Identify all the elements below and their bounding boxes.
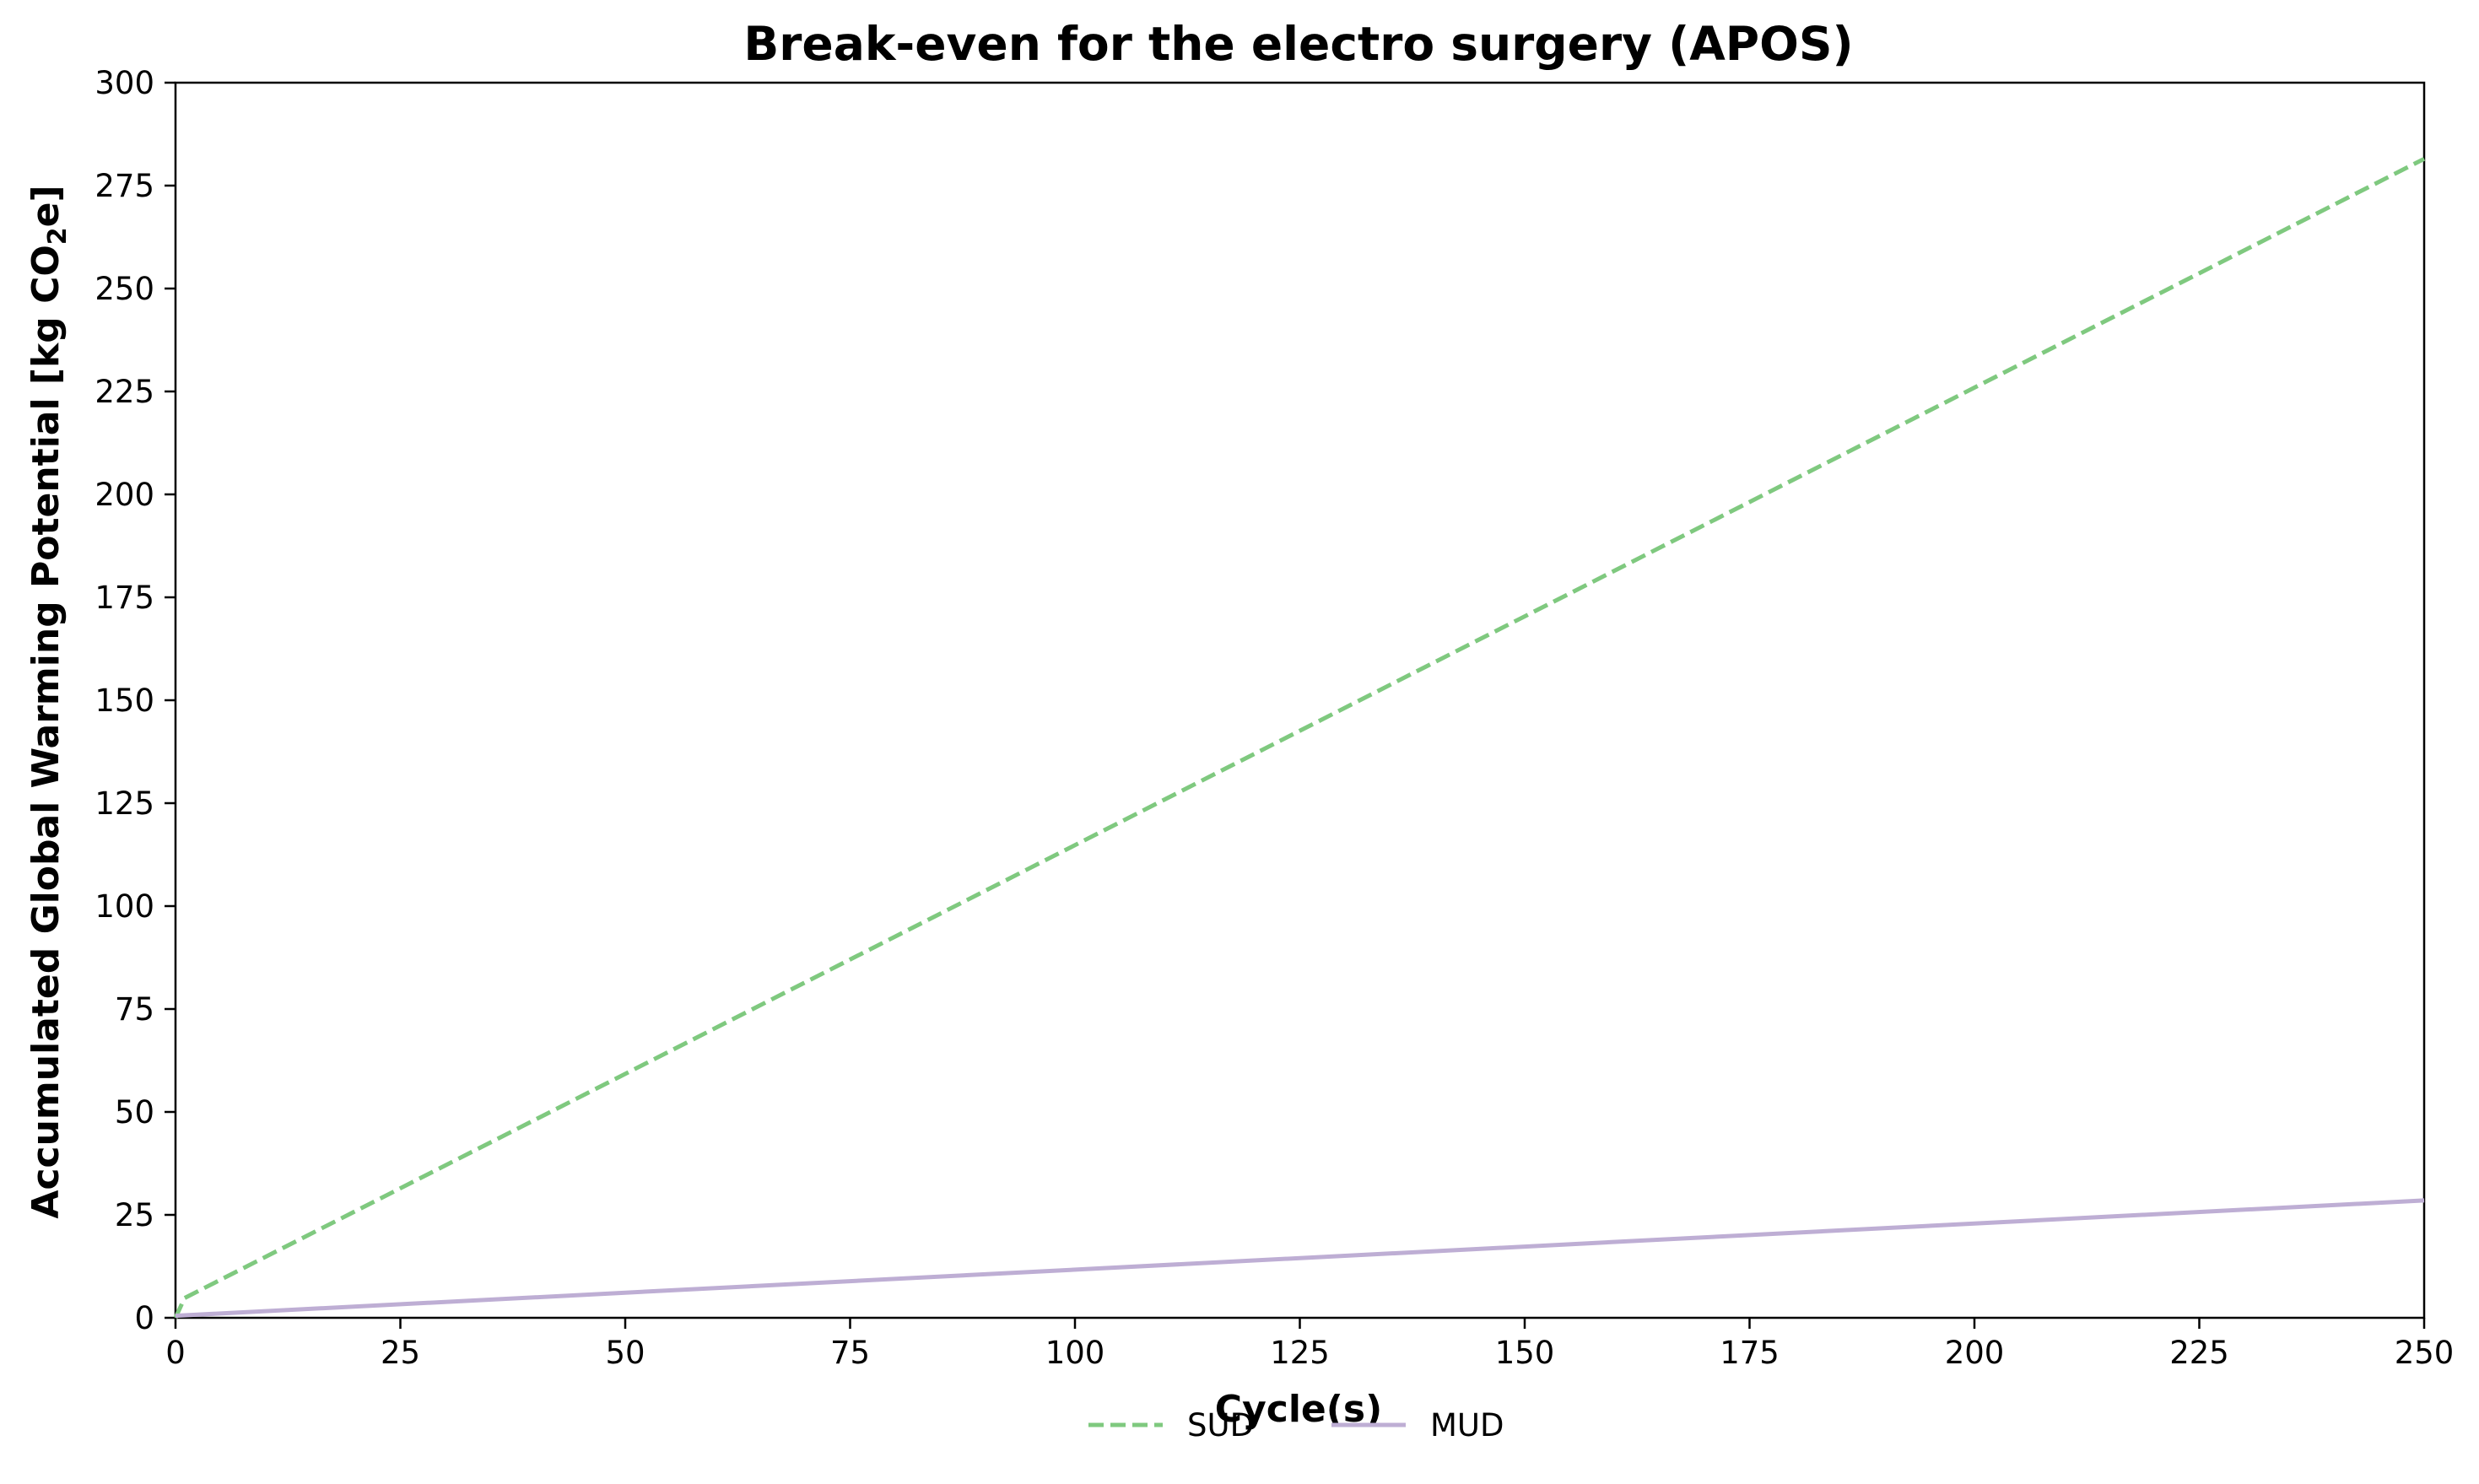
x-tick-label: 25 [381, 1335, 420, 1371]
x-tick-label: 225 [2169, 1335, 2229, 1371]
y-tick-label: 150 [95, 683, 154, 719]
x-axis-ticks: 0 25 50 75 100 125 150 175 200 225 250 [165, 1318, 2454, 1371]
y-tick-label: 225 [95, 374, 154, 410]
y-tick-label: 200 [95, 477, 154, 513]
series-line-sud [173, 157, 2426, 1319]
series-layer [173, 157, 2426, 1319]
y-tick-label: 75 [115, 991, 154, 1028]
x-tick-label: 50 [605, 1335, 645, 1371]
y-tick-label: 100 [95, 888, 154, 925]
legend-label-sud: SUD [1187, 1407, 1254, 1444]
series-line-mud [175, 1198, 2425, 1319]
y-axis-title-main: Accumulated Global Warming Potential [kg… [24, 245, 68, 1218]
y-axis-title-subscript: 2 [43, 227, 73, 245]
x-tick-label: 200 [1945, 1335, 2005, 1371]
y-tick-label: 25 [115, 1197, 154, 1233]
plot-frame [174, 81, 2426, 1319]
legend-label-mud: MUD [1430, 1407, 1504, 1444]
x-tick-label: 75 [830, 1335, 870, 1371]
x-tick-label: 100 [1045, 1335, 1105, 1371]
y-tick-label: 275 [95, 168, 154, 204]
y-tick-label: 0 [134, 1300, 154, 1336]
plot-area [174, 81, 2426, 1319]
y-axis-title: Accumulated Global Warming Potential [kg… [24, 185, 73, 1218]
legend: SUD MUD [1088, 1407, 1504, 1444]
y-tick-label: 300 [95, 65, 154, 101]
x-tick-label: 250 [2395, 1335, 2455, 1371]
y-axis-title-tail: e] [24, 185, 68, 227]
x-tick-label: 175 [1720, 1335, 1780, 1371]
y-tick-label: 250 [95, 271, 154, 307]
y-tick-label: 125 [95, 785, 154, 822]
y-tick-label: 50 [115, 1094, 154, 1131]
x-tick-label: 0 [165, 1335, 186, 1371]
y-tick-label: 175 [95, 580, 154, 616]
x-tick-label: 150 [1495, 1335, 1555, 1371]
chart-title: Break-even for the electro surgery (APOS… [743, 17, 1853, 71]
y-axis-ticks: 0 25 50 75 100 125 150 175 200 225 250 275 300 [95, 65, 176, 1336]
x-tick-label: 125 [1270, 1335, 1330, 1371]
